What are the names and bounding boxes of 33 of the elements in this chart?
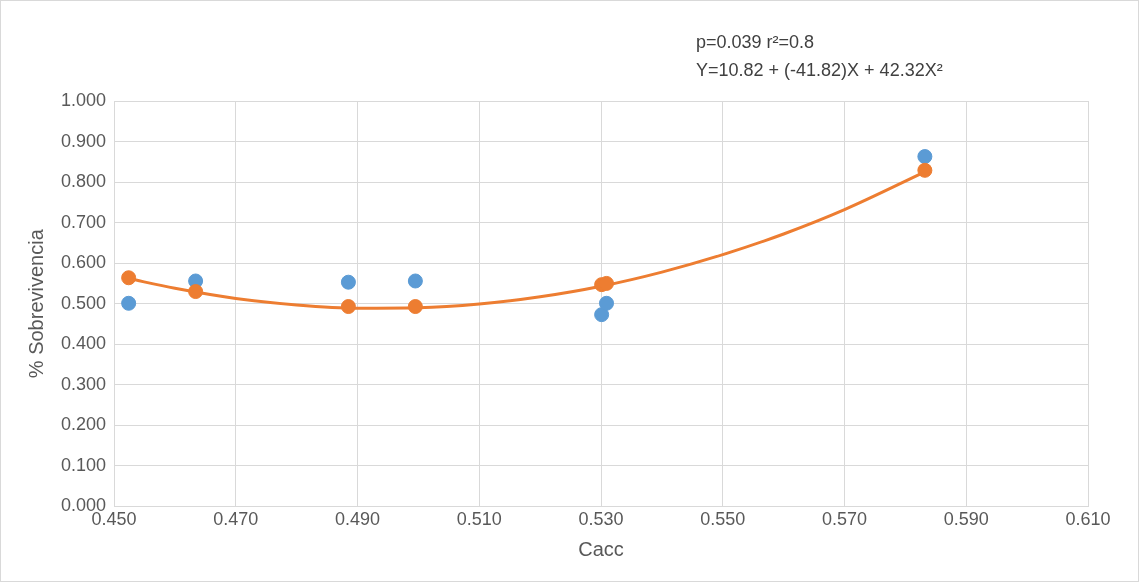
point [121, 270, 137, 286]
text: Y=10.82 + (-41.82)X + 42.32X² [696, 59, 943, 80]
y-tick-label: 0.200 [61, 414, 107, 435]
x-tick-label: 0.490 [335, 509, 381, 530]
point [917, 162, 933, 178]
x-tick-label: 0.530 [578, 509, 624, 530]
point [917, 149, 933, 165]
y-tick-label: 0.800 [61, 171, 107, 192]
y-tick-label: 0.500 [61, 292, 107, 313]
x-tick-label: 0.510 [456, 509, 502, 530]
x-tick-label: 0.610 [1065, 509, 1111, 530]
y-tick-label: 0.600 [61, 252, 107, 273]
x-tick-label: 0.550 [700, 509, 746, 530]
y-tick-label: 0.100 [61, 454, 107, 475]
text: p=0.039 r²=0.8 [696, 31, 815, 52]
x-axis-title: Cacc [578, 537, 624, 560]
point [407, 299, 423, 315]
point [340, 299, 356, 315]
point [340, 274, 356, 290]
x-tick-label: 0.470 [213, 509, 259, 530]
y-tick-label: 0.700 [61, 211, 107, 232]
point [121, 295, 137, 311]
y-axis-title: % Sobrevivencia [24, 228, 47, 379]
y-tick-label: 0.400 [61, 333, 107, 354]
y-tick-label: 0.900 [61, 130, 107, 151]
y-tick-label: 1.000 [61, 89, 107, 110]
x-tick-label: 0.590 [943, 509, 989, 530]
point [407, 273, 423, 289]
x-tick-label: 0.570 [821, 509, 868, 530]
y-tick-label: 0.300 [61, 373, 107, 394]
point [188, 284, 204, 300]
point [594, 307, 610, 323]
point [599, 295, 614, 311]
